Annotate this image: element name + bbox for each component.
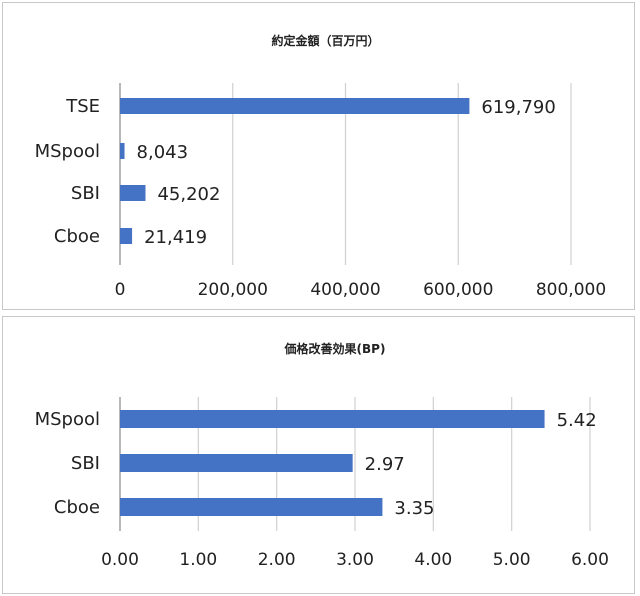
amount-category-label: MSpool <box>35 141 100 162</box>
improvement-category-label: MSpool <box>35 409 100 430</box>
improvement-x-tick-label: 2.00 <box>258 550 296 570</box>
amount-x-tick-label: 800,000 <box>536 280 606 300</box>
improvement-data-label: 5.42 <box>557 410 597 431</box>
amount-data-label: 21,419 <box>144 227 207 248</box>
amount-data-label: 45,202 <box>157 184 220 205</box>
improvement-x-tick-label: 6.00 <box>571 550 609 570</box>
chart-panel-price-improvement: 価格改善効果(BP) 0.00 1.00 2.00 3.00 4.00 5.00 6.00 MS… <box>2 316 635 594</box>
amount-category-label: TSE <box>65 96 100 117</box>
improvement-data-label: 2.97 <box>365 454 405 475</box>
amount-x-tick-label: 400,000 <box>310 280 380 300</box>
improvement-chart-title: 価格改善効果(BP) <box>284 341 386 356</box>
chart-panel-amount: 約定金額（百万円） 0 200,000 400,000 600,000 800,000 TS… <box>2 2 635 310</box>
amount-chart-title: 約定金額（百万円） <box>271 33 379 48</box>
amount-bar <box>120 143 125 159</box>
improvement-x-tick-label: 0.00 <box>101 550 139 570</box>
amount-bar <box>120 228 133 244</box>
improvement-x-tick-label: 5.00 <box>493 550 531 570</box>
amount-x-tick-label: 200,000 <box>198 280 268 300</box>
amount-chart: 約定金額（百万円） 0 200,000 400,000 600,000 800,000 TS… <box>35 33 607 300</box>
improvement-bar <box>120 498 383 516</box>
improvement-data-label: 3.35 <box>394 498 434 519</box>
amount-category-label: Cboe <box>54 226 100 247</box>
improvement-x-tick-label: 4.00 <box>414 550 452 570</box>
improvement-category-label: Cboe <box>54 497 100 518</box>
improvement-x-tick-label: 1.00 <box>179 550 217 570</box>
improvement-x-tick-label: 3.00 <box>336 550 374 570</box>
improvement-category-label: SBI <box>71 453 100 474</box>
amount-x-tick-label: 600,000 <box>423 280 493 300</box>
amount-bar <box>120 185 146 201</box>
price-improvement-chart: 価格改善効果(BP) 0.00 1.00 2.00 3.00 4.00 5.00 6.00 MS… <box>35 341 609 570</box>
amount-bar <box>120 98 470 114</box>
amount-data-label: 8,043 <box>137 142 189 163</box>
amount-x-tick-label: 0 <box>115 280 126 300</box>
improvement-bar <box>120 410 545 428</box>
improvement-bar <box>120 454 353 472</box>
amount-category-label: SBI <box>71 183 100 204</box>
amount-data-label: 619,790 <box>481 97 555 118</box>
